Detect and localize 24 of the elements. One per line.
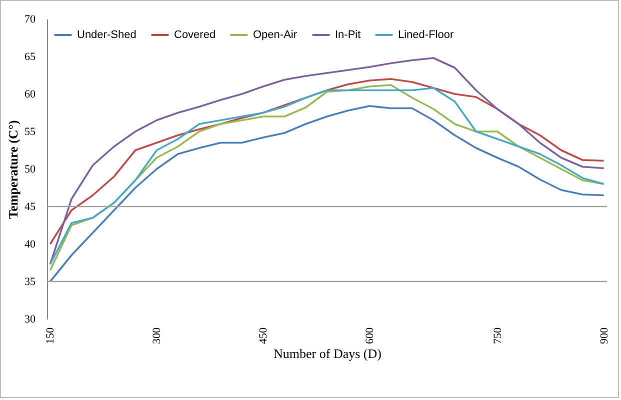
y-tick-label: 35 xyxy=(24,276,36,288)
legend-label: In-Pit xyxy=(335,29,361,41)
y-tick-label: 70 xyxy=(24,14,36,26)
line-series xyxy=(49,78,605,245)
y-tick-label: 45 xyxy=(24,201,36,213)
legend-label: Under-Shed xyxy=(77,29,136,41)
x-axis-title: Number of Days (D) xyxy=(274,346,382,361)
x-tick-label: 150 xyxy=(44,327,57,344)
legend-label: Lined-Floor xyxy=(398,29,454,41)
x-tick-label: 750 xyxy=(492,327,504,344)
x-tick-label: 450 xyxy=(258,327,270,344)
y-tick-label: 30 xyxy=(24,314,36,326)
y-tick-label: 65 xyxy=(24,51,36,63)
legend-label: Open-Air xyxy=(253,29,298,41)
y-tick-label: 60 xyxy=(24,88,36,100)
y-tick-label: 50 xyxy=(24,164,36,176)
line-series xyxy=(49,105,605,282)
x-tick-label: 300 xyxy=(151,327,164,344)
y-tick-label: 55 xyxy=(24,126,36,138)
legend-label: Covered xyxy=(174,29,216,41)
y-axis-title: Temperature (C°) xyxy=(6,120,20,219)
x-tick-label: 600 xyxy=(364,327,376,344)
y-tick-label: 40 xyxy=(24,238,36,250)
x-tick-label: 900 xyxy=(598,327,610,344)
